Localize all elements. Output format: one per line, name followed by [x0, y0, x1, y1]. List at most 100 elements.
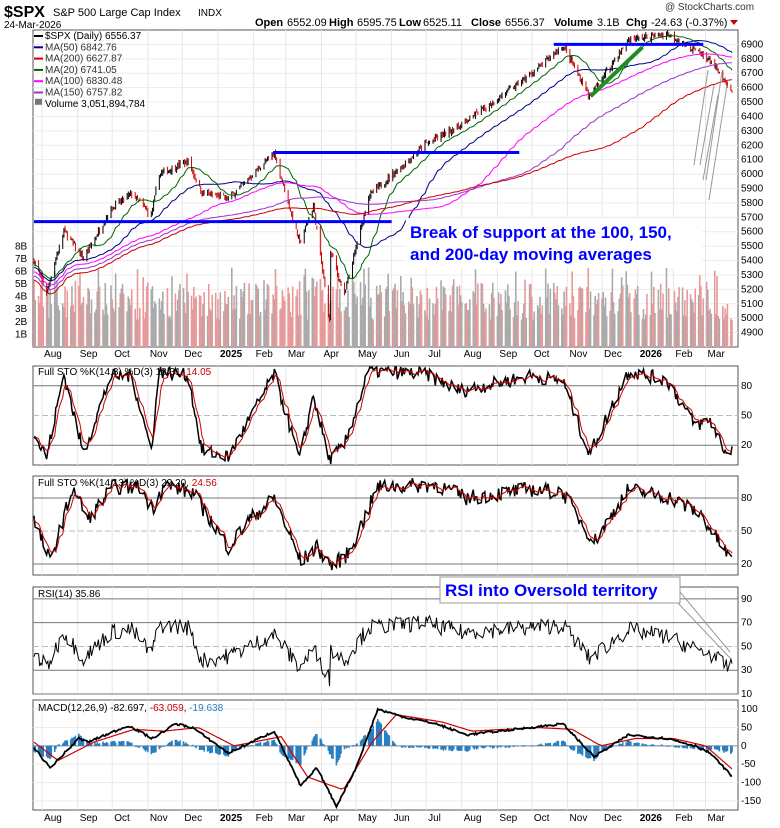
macd-histogram-bar [80, 736, 82, 746]
volume-bar [179, 283, 181, 347]
macd-histogram-bar [667, 745, 670, 747]
volume-bar [64, 286, 66, 347]
macd-histogram-bar [248, 745, 250, 747]
volume-bar [303, 275, 306, 347]
macd-histogram-bar [571, 745, 573, 750]
volume-bar [533, 311, 536, 347]
volume-bar [206, 315, 209, 347]
volume-bar [348, 317, 350, 347]
volume-bar [488, 304, 491, 347]
macd-histogram-bar [436, 745, 439, 750]
volume-bar [289, 312, 292, 347]
volume-bar [682, 315, 685, 347]
macd-histogram-bar [658, 745, 661, 746]
callout-pointer [675, 600, 731, 659]
macd-histogram-bar [649, 744, 652, 746]
volume-bar [344, 306, 347, 347]
macd-histogram-bar [182, 741, 185, 746]
volume-bar [625, 271, 628, 347]
volume-bar [126, 311, 128, 347]
macd-histogram-bar [531, 745, 533, 746]
macd-histogram-bar [64, 740, 66, 746]
macd-histogram-bar [604, 745, 607, 751]
volume-bar [144, 311, 147, 347]
volume-bar [372, 319, 375, 347]
macd-histogram-bar [626, 740, 629, 746]
macd-histogram-bar [654, 745, 656, 747]
volume-bar [239, 318, 241, 347]
volume-bar [163, 313, 165, 347]
volume-bar [153, 301, 156, 347]
macd-histogram-bar [391, 740, 394, 746]
macd-histogram-bar [368, 731, 371, 746]
macd-histogram-bar [477, 745, 479, 749]
macd-histogram-bar [198, 745, 201, 751]
volume-bar [145, 286, 148, 347]
macd-histogram-bar [258, 743, 261, 746]
osc-tick-label: 50 [741, 641, 753, 652]
macd-histogram-bar [562, 740, 564, 746]
volume-bar [473, 293, 476, 347]
macd-histogram-bar [456, 745, 458, 751]
volume-bar [150, 289, 153, 347]
macd-histogram-bar [305, 745, 308, 750]
volume-bar [641, 319, 644, 347]
volume-bar [602, 291, 605, 347]
volume-bar [505, 302, 508, 347]
macd-histogram-bar [103, 742, 105, 746]
volume-bar [626, 284, 629, 347]
volume-bar [670, 314, 672, 347]
chg-value: -24.63 (-0.37%) [651, 17, 727, 29]
x-tick-label: Dec [604, 813, 622, 824]
volume-bar [669, 313, 671, 347]
macd-histogram-bar [289, 745, 292, 760]
macd-histogram-bar [102, 741, 104, 746]
macd-histogram-bar [280, 745, 283, 754]
macd-tick-label: -50 [741, 759, 756, 770]
volume-bar [375, 285, 378, 347]
volume-bar [193, 286, 195, 347]
macd-histogram-bar [299, 745, 302, 765]
volume-bar [112, 308, 115, 347]
macd-histogram-bar [72, 737, 74, 746]
volume-bar [383, 316, 386, 347]
macd-histogram-bar [127, 741, 130, 746]
macd-histogram-bar [557, 740, 560, 746]
osc-tick-label: 20 [741, 559, 753, 570]
volume-bar [561, 308, 563, 347]
macd-histogram-bar [311, 740, 314, 746]
volume-bar [435, 286, 438, 347]
volume-bar [572, 295, 575, 347]
x-tick-label: Oct [534, 349, 550, 360]
volume-bar [594, 295, 596, 347]
volume-bar [104, 283, 107, 347]
macd-histogram-bar [448, 745, 450, 751]
volume-bar [650, 271, 653, 347]
down-arrow-icon [730, 20, 738, 25]
volume-bar [402, 292, 404, 347]
macd-histogram-bar [118, 741, 120, 746]
volume-bar [343, 310, 346, 347]
macd-histogram-bar [628, 741, 631, 746]
volume-bar [199, 295, 202, 347]
volume-bar [531, 296, 533, 347]
volume-bar [171, 276, 173, 347]
x-tick-label: Nov [150, 813, 168, 824]
x-tick-label: Feb [675, 349, 693, 360]
volume-bar [291, 286, 294, 347]
volume-bar [328, 303, 331, 347]
volume-tick-label: 2B [15, 317, 28, 328]
volume-bar [516, 315, 518, 347]
macd-histogram-bar [138, 745, 141, 748]
volume-bar [175, 310, 178, 347]
macd-histogram-bar [295, 745, 297, 764]
macd-histogram-bar [372, 725, 375, 746]
volume-bar [42, 306, 44, 347]
macd-histogram-bar [394, 743, 396, 746]
volume-bar [364, 284, 366, 347]
volume-bar [377, 294, 379, 347]
volume-bar [203, 292, 205, 347]
volume-bar [700, 286, 702, 347]
macd-histogram-bar [128, 742, 131, 746]
x-tick-label: Aug [464, 813, 482, 824]
